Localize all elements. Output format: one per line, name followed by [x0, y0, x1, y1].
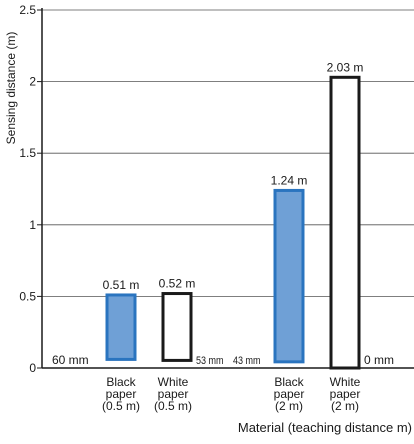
x-axis-label: Material (teaching distance m): [238, 420, 412, 435]
bar: [105, 293, 137, 361]
category-label: paper: [158, 387, 189, 401]
bar-min-label: 0 mm: [364, 353, 394, 367]
category-label: paper: [106, 387, 137, 401]
category-label: White: [330, 375, 361, 389]
y-tick-label: 1: [29, 218, 36, 232]
bar-value-label: 1.24 m: [271, 173, 308, 187]
y-tick-label: 0: [29, 361, 36, 375]
bar: [329, 75, 361, 370]
category-label: Black: [274, 375, 304, 389]
bar-min-label: 53 mm: [196, 355, 224, 367]
bar-value-label: 0.51 m: [103, 278, 140, 292]
category-label: (2 m): [275, 399, 303, 413]
y-tick-label: 2.5: [19, 3, 36, 17]
y-tick-label: 2: [29, 75, 36, 89]
y-tick-label: 1.5: [19, 146, 36, 160]
y-tick-label: 0.5: [19, 289, 36, 303]
category-label: Black: [106, 375, 136, 389]
category-label: (0.5 m): [154, 399, 192, 413]
bar: [161, 292, 193, 362]
y-axis-label: Sensing distance (m): [4, 32, 18, 145]
bar-value-label: 2.03 m: [327, 60, 364, 74]
bar-min-label: 43 mm: [233, 355, 261, 367]
bar-min-label: 60 mm: [52, 353, 89, 367]
category-label: paper: [274, 387, 305, 401]
category-label: (0.5 m): [102, 399, 140, 413]
bar: [273, 188, 305, 364]
category-label: (2 m): [331, 399, 359, 413]
category-label: White: [158, 375, 189, 389]
category-label: paper: [330, 387, 361, 401]
bar-value-label: 0.52 m: [159, 277, 196, 291]
